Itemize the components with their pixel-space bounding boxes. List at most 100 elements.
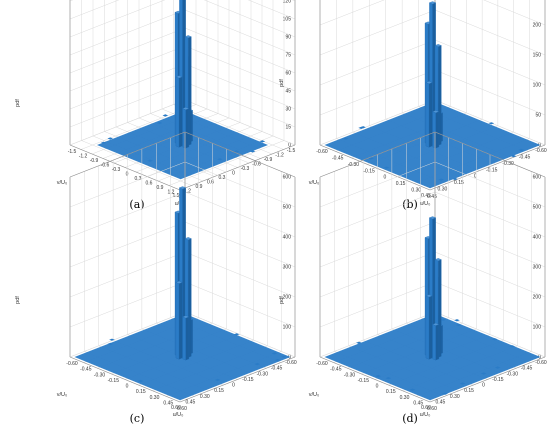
histogram-bar-side — [428, 295, 433, 360]
u-tick-label: 0.30 — [400, 395, 410, 401]
v-tick-label: -0.15 — [242, 377, 254, 383]
histogram-bar-top — [182, 315, 190, 319]
v-tick-label: 0.45 — [436, 399, 446, 405]
v-axis-label: v/U₀ — [309, 180, 320, 186]
z-tick-label: 500 — [283, 205, 292, 211]
grid-line-v-floor — [81, 140, 192, 186]
v-tick-label: -0.30 — [257, 371, 269, 377]
histogram-bar-top — [434, 258, 442, 262]
axis-box-edge — [69, 131, 186, 178]
u-tick-label: 0 — [126, 384, 129, 390]
histogram-edge-bin — [254, 362, 261, 366]
u-tick-label: 0.30 — [150, 395, 160, 401]
panel-label: (d) — [402, 412, 418, 425]
axis-box-edge — [319, 356, 431, 403]
u-tick-label: -0.15 — [358, 378, 370, 384]
histogram-edge-bin — [442, 392, 448, 395]
v-tick-label: -0.30 — [502, 161, 514, 167]
histogram-edge-bin — [217, 158, 223, 161]
axis-box-edge — [319, 144, 431, 191]
z-tick-label: 300 — [283, 265, 292, 271]
u-tick-label: -0.45 — [332, 155, 344, 161]
chart-panel-2: 0501001502002503000.450.300.150-0.15-0.3… — [279, 0, 547, 211]
histogram-bar-side — [425, 295, 430, 360]
z-tick-label: 50 — [535, 113, 541, 119]
histogram-bar-side — [182, 316, 186, 361]
z-tick-label: 60 — [285, 71, 291, 77]
v-tick-label: -0.45 — [521, 366, 533, 372]
histogram-bar-top — [184, 35, 192, 39]
z-tick-label: 150 — [533, 53, 542, 59]
z-tick-label: 500 — [533, 205, 542, 211]
v-axis-label: v/U₀ — [57, 392, 68, 398]
grid-line-v-floor — [184, 99, 296, 146]
axis-box-edge — [429, 356, 546, 403]
histogram-edge-bin — [109, 338, 115, 341]
v-tick-label: 1.2 — [184, 189, 191, 195]
u-tick-label: 1.2 — [168, 190, 175, 196]
v-tick-label: 0.60 — [421, 405, 431, 411]
z-tick-label: 400 — [533, 235, 542, 241]
histogram-bar-top — [428, 216, 437, 220]
u-tick-label: 0.45 — [413, 400, 423, 406]
v-tick-label: 0.45 — [421, 193, 431, 199]
histogram-edge-bin — [137, 379, 144, 383]
z-tick-label: 120 — [283, 0, 292, 5]
v-tick-label: -0.15 — [486, 167, 498, 173]
v-tick-label: 0.6 — [207, 180, 214, 186]
histogram-edge-bin — [274, 359, 281, 362]
v-tick-label: 0.45 — [186, 399, 196, 405]
v-tick-label: -0.3 — [241, 166, 250, 172]
u-tick-label: -0.60 — [316, 361, 328, 367]
z-axis-label: pdf — [15, 296, 21, 304]
grid-line-z — [69, 0, 296, 20]
u-axis-label: u/U₀ — [420, 412, 431, 418]
histogram-edge-bin — [383, 166, 390, 169]
histogram-edge-bin — [162, 114, 169, 117]
z-tick-label: 600 — [533, 175, 542, 181]
histogram-edge-bin — [438, 178, 444, 181]
v-tick-label: -0.60 — [285, 360, 297, 366]
z-tick-label: 300 — [533, 265, 542, 271]
v-axis-label: v/U₀ — [309, 392, 320, 398]
z-tick-label: 0 — [288, 355, 291, 361]
u-tick-label: -0.60 — [316, 149, 328, 155]
z-tick-label: 100 — [533, 325, 542, 331]
chart-panel-4: 01002003004005006000.600.450.300.150-0.1… — [279, 131, 547, 425]
grid-line-v-floor — [434, 311, 546, 358]
panel-label: (b) — [402, 198, 418, 211]
histogram-bar-side — [425, 82, 430, 148]
u-tick-label: -0.15 — [108, 378, 120, 384]
histogram-bar-top — [425, 294, 433, 298]
v-tick-label: 0 — [232, 383, 235, 389]
v-axis-label: v/U₀ — [57, 180, 68, 186]
u-tick-label: 0 — [376, 384, 379, 390]
histogram-edge-bin — [259, 140, 266, 143]
z-tick-label: 30 — [285, 107, 291, 113]
histogram-edge-bin — [214, 378, 221, 382]
histogram-edge-bin — [459, 382, 466, 385]
histogram-bar-top — [175, 280, 183, 284]
histogram-bar-side — [435, 324, 440, 361]
grid-line-v-floor — [184, 311, 296, 358]
histogram-edge-bin — [107, 137, 113, 140]
histogram-edge-bin — [409, 388, 416, 391]
histogram-edge-bin — [518, 148, 525, 152]
histogram-edge-bin — [375, 374, 382, 378]
histogram-bar-side — [175, 282, 180, 360]
u-axis-label: u/U₀ — [420, 201, 431, 207]
grid-line-z — [319, 0, 546, 26]
grid-line-u-floor — [319, 99, 436, 146]
histogram-bar-top — [178, 186, 187, 190]
u-tick-label: 0.15 — [136, 389, 146, 395]
v-tick-label: -1.2 — [275, 153, 284, 159]
histogram-edge-bin — [494, 366, 501, 369]
v-tick-label: 0.60 — [171, 405, 181, 411]
histogram-edge-bin — [456, 323, 462, 327]
z-tick-label: 0 — [538, 143, 541, 149]
u-tick-label: 0 — [126, 172, 129, 178]
axis-box-edge — [319, 131, 436, 178]
z-tick-label: 100 — [283, 325, 292, 331]
panel-label: (a) — [129, 198, 144, 211]
v-tick-label: 0.15 — [214, 388, 224, 394]
